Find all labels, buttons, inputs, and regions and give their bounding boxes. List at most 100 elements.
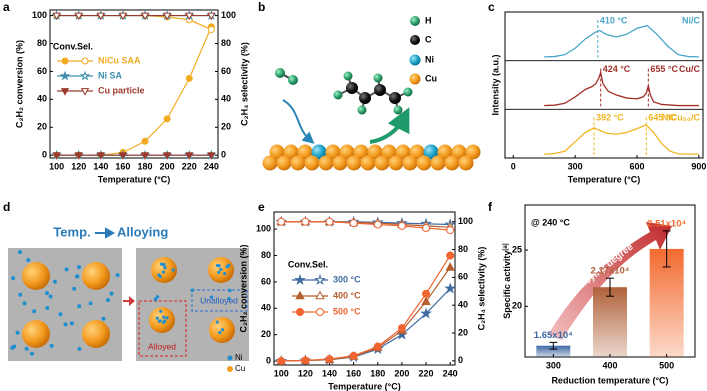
ni-atom	[22, 301, 27, 306]
marker	[373, 342, 382, 351]
legend-swatch	[227, 366, 233, 372]
ni-atom	[24, 346, 29, 351]
cu-atom	[437, 144, 453, 160]
marker	[277, 357, 286, 366]
marker	[445, 262, 455, 271]
c-atom	[374, 84, 386, 96]
cu-atom	[346, 155, 362, 171]
x-axis-title: Reduction temperature (°C)	[551, 375, 668, 385]
cu-cluster	[82, 262, 110, 290]
legend-label: Cu	[235, 364, 245, 373]
ni-atom	[159, 309, 163, 313]
legend-marker	[81, 57, 89, 65]
ni-atom	[190, 288, 195, 293]
cu-atom	[290, 155, 306, 171]
h-atom	[288, 75, 298, 85]
marker	[163, 115, 171, 123]
marker	[207, 152, 216, 160]
cu-cluster	[22, 320, 50, 348]
ni-atom	[101, 316, 106, 321]
ni-atom	[155, 316, 159, 320]
y-tick-label: 60	[37, 66, 47, 76]
legend-swatch	[410, 35, 420, 45]
marker	[52, 152, 61, 160]
diagram-b: H C Ni Cu	[275, 15, 437, 144]
x-tick-label: 180	[370, 368, 385, 378]
ni-atom	[220, 328, 225, 332]
x-tick-label: 0	[511, 161, 516, 171]
legend-label: Cu particle	[98, 85, 145, 95]
marker	[422, 223, 431, 232]
ni-atom	[52, 279, 57, 284]
marker	[444, 282, 457, 294]
ni-atom	[162, 315, 166, 319]
marker	[185, 74, 193, 82]
x-tick-label: 120	[298, 368, 313, 378]
legend-marker	[296, 308, 304, 316]
legend-label: H	[425, 15, 432, 25]
ni-atom	[158, 319, 162, 323]
marker	[301, 356, 310, 365]
ni-atom	[32, 309, 37, 314]
marker	[325, 217, 334, 226]
h-atom	[357, 105, 367, 115]
y-axis-title: Intensity (a.u.)	[490, 54, 500, 115]
legend-marker	[61, 57, 69, 65]
tpr-curve	[544, 24, 699, 58]
ni-atom	[77, 346, 82, 351]
plot-frame	[273, 211, 456, 366]
alloy-cluster	[149, 307, 175, 333]
x-tick-label: 200	[394, 368, 409, 378]
x-tick-label: 220	[182, 161, 197, 171]
y-tick-label: 20	[512, 301, 522, 311]
ni-atom	[209, 295, 214, 299]
cu-atom	[444, 155, 460, 171]
marker	[373, 220, 382, 229]
legend-header: Sel.	[312, 259, 328, 269]
ni-atom	[77, 304, 82, 309]
y2-tick-label: 40	[221, 94, 231, 104]
y-tick-label: 20	[37, 122, 47, 132]
y2-tick-label: 100	[458, 216, 473, 226]
cu-atom	[339, 144, 355, 160]
unalloyed-box	[191, 289, 248, 312]
y-tick-label: 25	[512, 244, 522, 254]
cu-atom	[297, 144, 313, 160]
x-tick-label: 240	[443, 368, 458, 378]
ni-atom	[75, 274, 80, 279]
ni-atom	[162, 262, 166, 267]
marker	[96, 12, 105, 21]
marker	[163, 152, 172, 160]
x-tick-label: 180	[138, 161, 153, 171]
x-tick-label: 900	[691, 161, 706, 171]
legend-swatch	[409, 73, 421, 85]
cu-atom	[381, 144, 397, 160]
y-axis-title: Specific activity[a]	[502, 243, 512, 318]
unalloyed-label: Unalloyed	[200, 295, 238, 305]
ni-atom	[218, 330, 222, 335]
x-tick-label: 100	[274, 368, 289, 378]
ni-atom	[161, 270, 166, 274]
legend-header: Sel.	[77, 41, 93, 51]
peak-label: 424 °C	[603, 64, 631, 74]
y-axis-title-text: Specific activity	[502, 251, 512, 319]
y2-tick-label: 0	[458, 355, 463, 365]
panel-label: d	[3, 200, 10, 214]
ni-atom	[155, 295, 160, 299]
y-tick-label: 60	[261, 276, 271, 286]
ni-atom	[215, 320, 219, 324]
bar	[593, 287, 627, 357]
x-tick-label: 140	[322, 368, 337, 378]
legend-label: NiCu SAA	[98, 55, 141, 65]
x-tick-label: 220	[419, 368, 434, 378]
conversion-line	[281, 255, 451, 362]
legend-marker	[315, 290, 325, 300]
y2-tick-label: 40	[458, 300, 468, 310]
cu-atom	[283, 144, 299, 160]
title-to: Alloying	[117, 224, 168, 239]
ni-atom	[63, 322, 68, 327]
ni-atom	[29, 351, 34, 356]
marker	[325, 355, 334, 364]
plot-frame	[504, 11, 704, 159]
x-axis-title: Temperature (°C)	[98, 174, 170, 184]
